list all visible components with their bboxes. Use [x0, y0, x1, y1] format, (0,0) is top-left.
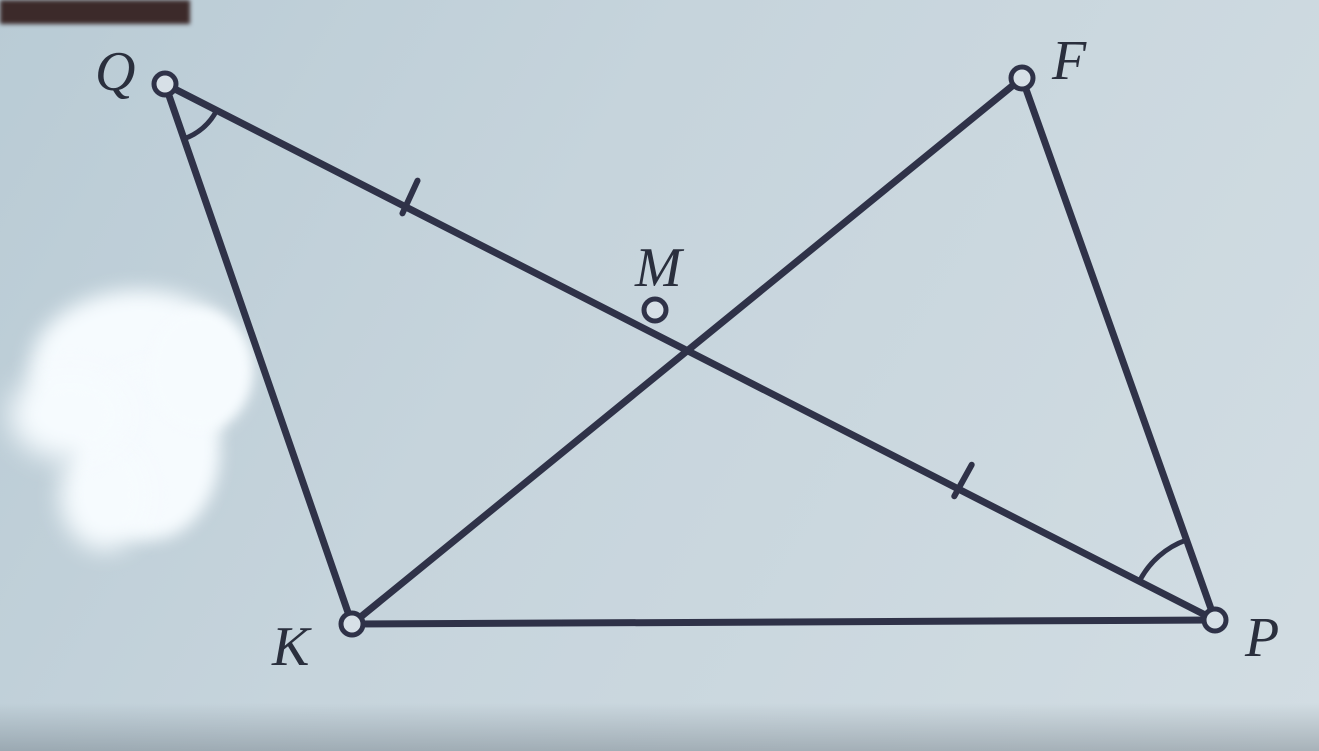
label-P: P: [1245, 610, 1279, 666]
point-F: [1011, 67, 1033, 89]
point-Q: [154, 73, 176, 95]
label-F: F: [1052, 33, 1086, 89]
geometry-diagram: [0, 0, 1319, 751]
point-M: [644, 299, 666, 321]
angle-arc-Q: [184, 110, 217, 138]
edge-K-P: [352, 620, 1215, 624]
point-K: [341, 613, 363, 635]
label-M: M: [635, 240, 682, 296]
label-K: K: [272, 619, 309, 675]
label-Q: Q: [95, 44, 135, 100]
angle-arc-P: [1139, 540, 1186, 581]
point-P: [1204, 609, 1226, 631]
